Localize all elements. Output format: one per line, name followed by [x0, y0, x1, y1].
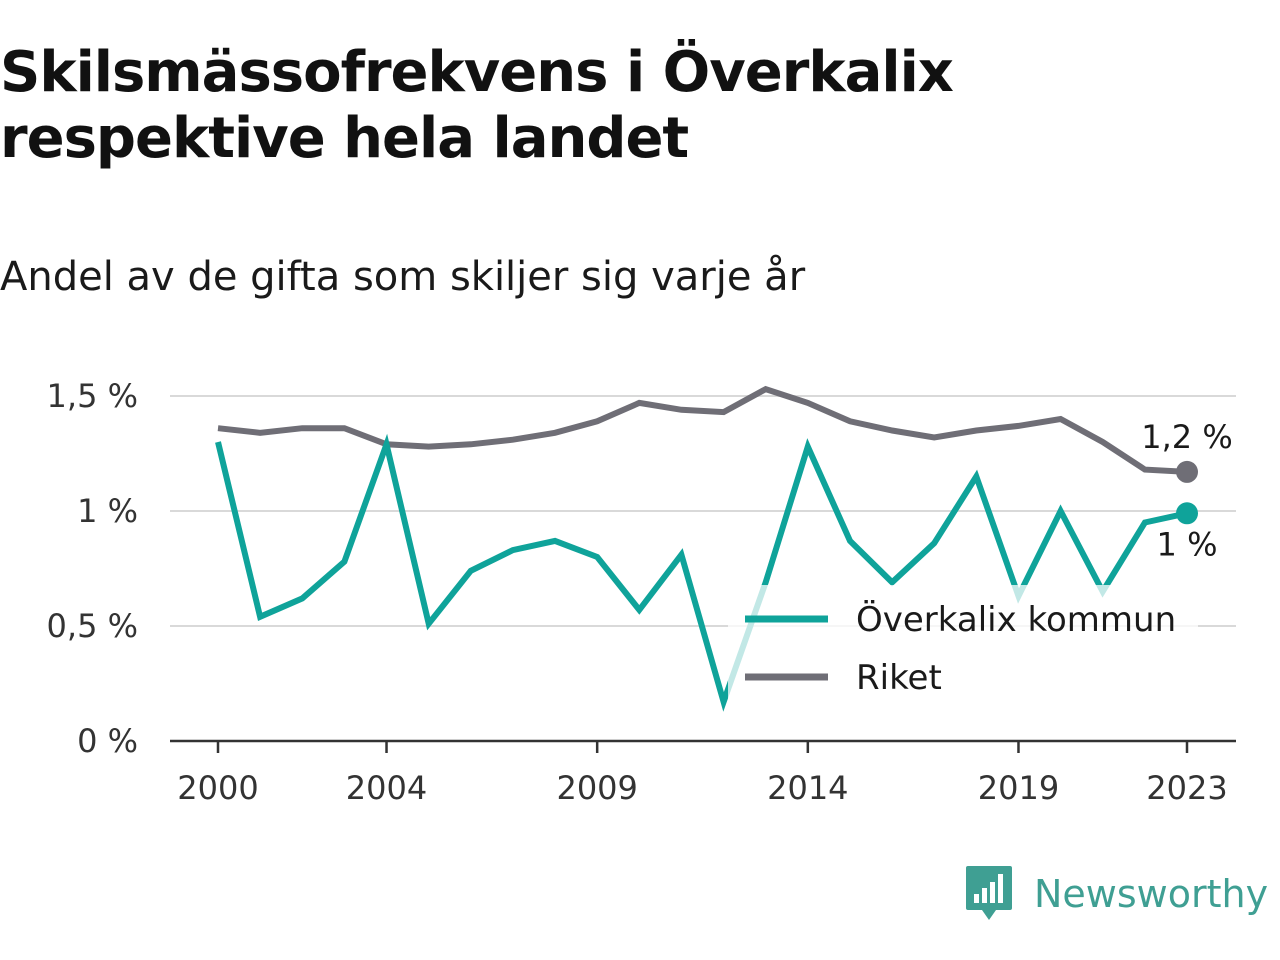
x-axis: 2000 2004 2009 2014 2019 2023 — [170, 739, 1236, 807]
y-tick-label: 1 % — [77, 492, 138, 530]
legend: Överkalix kommun Riket — [728, 585, 1198, 703]
x-tick-label: 2019 — [978, 769, 1059, 807]
series-line-overkalix — [215, 433, 1188, 712]
end-label-overkalix: 1 % — [1157, 525, 1218, 563]
y-tick-label: 0,5 % — [47, 607, 138, 645]
brand-name: Newsworthy — [1034, 872, 1269, 916]
y-tick-label: 0 % — [77, 722, 138, 760]
chart-title: Skilsmässofrekvens i Överkalix respektiv… — [0, 40, 954, 171]
end-point-overkalix — [1176, 502, 1198, 525]
x-tick-label: 2009 — [556, 769, 637, 807]
series-lines — [215, 385, 1198, 712]
x-tick-label: 2004 — [346, 769, 427, 807]
end-label-riket: 1,2 % — [1141, 418, 1232, 456]
series-line-riket — [217, 385, 1188, 475]
x-tick-label: 2023 — [1146, 769, 1227, 807]
end-labels: 1,2 % 1 % — [1141, 418, 1232, 563]
chart-subtitle: Andel av de gifta som skiljer sig varje … — [0, 254, 806, 300]
x-tick-label: 2000 — [177, 769, 258, 807]
legend-label: Riket — [856, 658, 942, 698]
bar-chart-speech-bubble-icon — [966, 866, 1012, 920]
y-tick-label: 1,5 % — [47, 377, 138, 415]
legend-label: Överkalix kommun — [856, 599, 1176, 640]
brand-logo: Newsworthy — [964, 864, 1268, 924]
y-axis: 0 % 0,5 % 1 % 1,5 % — [47, 377, 138, 760]
legend-background — [728, 585, 1198, 703]
x-tick-label: 2014 — [767, 769, 848, 807]
end-point-riket — [1176, 460, 1198, 483]
